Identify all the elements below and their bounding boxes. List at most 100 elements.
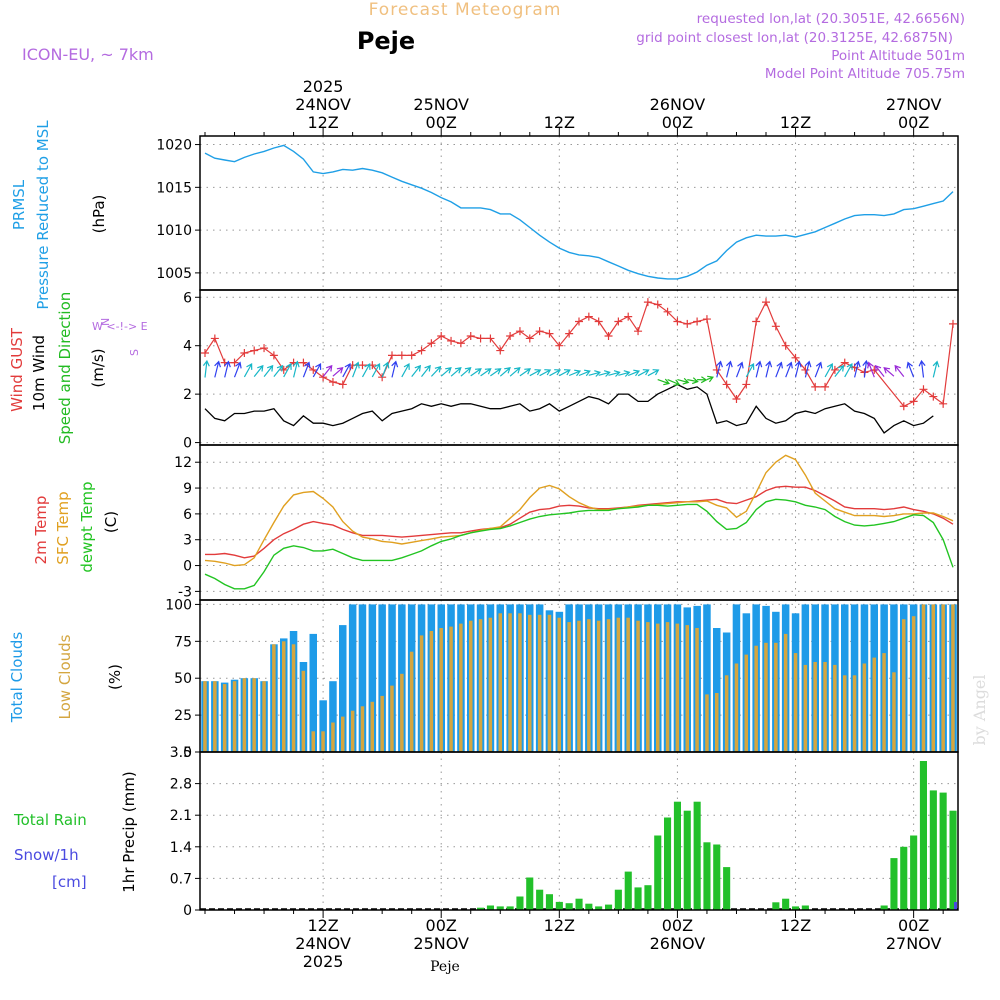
wind-direction-arrow [352,361,360,378]
clouds-ytick-label: 50 [174,671,192,687]
gust-marker [279,365,288,374]
rain-bar [575,898,583,910]
low-cloud-bar [951,604,955,752]
low-cloud-bar [724,675,729,752]
temperature-ytick-label: -3 [178,584,192,600]
gust-marker [476,334,485,343]
precip-unit: 1hr Precip (mm) [120,771,138,892]
low-cloud-bar [921,604,926,752]
temp-unit: (C) [102,511,120,533]
wind-ytick-label: 0 [183,436,192,452]
wind-label-direction: Speed and Direction [56,292,74,445]
rain-bar [486,905,494,910]
low-cloud-bar [813,662,817,752]
gust-marker [358,361,367,370]
pressure-ytick-label: 1010 [156,223,192,239]
bottom-time-label: 00Z [662,916,693,935]
wind-direction-arrow [844,362,853,378]
precip-panel-labels: Total Rain Snow/1h [cm] 1hr Precip (mm) [13,771,138,892]
top-time-label: 25NOV [413,95,469,114]
wind-direction-arrow [608,370,621,377]
location-title: Peje [357,27,415,55]
top-time-label: 26NOV [650,95,706,114]
low-cloud-bar [596,620,601,752]
gust-marker [643,298,652,307]
wind-direction-arrow [867,361,875,378]
wind-direction-arrow [430,365,442,377]
rain-bar [900,846,908,910]
low-cloud-bar [439,628,443,752]
low-cloud-bar [872,657,876,752]
gust-marker [752,317,761,326]
top-time-label: 00Z [426,113,457,132]
gust-marker [378,373,387,382]
wind-direction-arrow [302,361,311,378]
gust-marker [949,319,957,328]
rain-bar [683,810,691,910]
gust-marker [210,334,219,343]
temperature-panel-labels: 2m Temp SFC Temp dewpt Temp (C) [32,481,120,572]
low-cloud-bar [882,653,886,752]
precip-label-snow: Snow/1h [14,846,79,864]
wind-direction-arrow [745,362,755,378]
wind-direction-arrow [918,359,926,378]
wind-direction-arrow [381,361,390,378]
pressure-ytick-label: 1020 [156,138,192,154]
wind-direction-arrow [735,361,744,378]
gust-marker [830,365,839,374]
low-cloud-bar [941,604,945,752]
cloud-label-low: Low Clouds [56,634,74,719]
gust-marker [427,339,436,348]
pressure-panel: 1005 1010 1015 1020 [156,136,958,290]
precip-label-cm: [cm] [52,873,87,891]
gust-marker [929,392,938,401]
low-cloud-bar [262,681,266,752]
wind-direction-arrow [529,369,542,377]
wind-direction-arrow [470,368,482,377]
rain-bar [624,871,632,910]
temperature-ytick-label: 9 [183,481,192,497]
temperature-panel: -3 0 3 6 9 12 [174,445,958,600]
wind-direction-arrow [657,378,671,386]
rain-bar [703,842,711,910]
rain-bar [929,790,937,910]
gust-marker [447,336,456,345]
rain-bar [801,905,809,910]
wind-direction-arrow [549,369,562,377]
low-cloud-bar [734,663,739,752]
low-cloud-bar [587,619,591,752]
rain-bar [890,858,898,910]
low-cloud-bar [823,662,827,752]
gust-marker [840,358,849,367]
temp-label-sfc: SFC Temp [54,491,72,564]
low-cloud-bar [400,673,404,752]
low-cloud-bar [360,706,365,752]
rain-bar [605,904,613,910]
low-cloud-bar [646,622,650,752]
low-cloud-bar [380,695,384,752]
rain-bar [919,761,927,910]
gust-marker [407,351,416,360]
bottom-time-label: 2025 [303,952,344,971]
rain-bar [693,801,701,910]
gust-marker [328,378,337,387]
top-time-label: 12Z [780,113,811,132]
wind-direction-arrow [401,362,410,378]
top-time-label: 00Z [662,113,693,132]
wind-direction-arrow [834,364,845,377]
wind-direction-arrow [775,361,783,378]
bottom-time-label: 27NOV [886,934,942,953]
wind-direction-arrow [243,362,253,378]
rain-bar [585,903,593,910]
pressure-label-prmsl: PRMSL [10,179,28,230]
bottom-time-label: 12Z [307,916,338,935]
rain-bar [644,885,652,910]
gust-marker [456,339,465,348]
wind-direction-arrow [598,370,611,377]
gust-marker [230,358,239,367]
wind-direction-arrow [391,360,399,378]
low-cloud-bar [685,625,689,752]
low-cloud-bar [833,664,837,752]
wind-direction-arrow [677,377,690,385]
rain-bar [673,801,681,910]
